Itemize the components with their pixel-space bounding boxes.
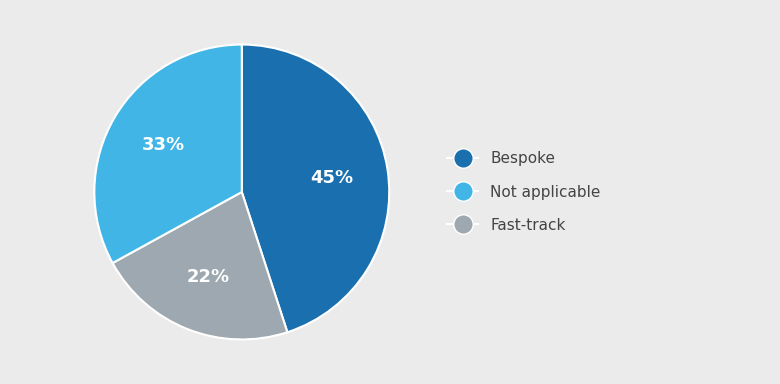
Legend: Bespoke, Not applicable, Fast-track: Bespoke, Not applicable, Fast-track bbox=[441, 145, 607, 239]
Wedge shape bbox=[112, 192, 287, 339]
Text: 33%: 33% bbox=[141, 136, 185, 154]
Text: 45%: 45% bbox=[310, 169, 353, 187]
Wedge shape bbox=[242, 45, 389, 332]
Wedge shape bbox=[94, 45, 242, 263]
Text: 22%: 22% bbox=[186, 268, 229, 286]
